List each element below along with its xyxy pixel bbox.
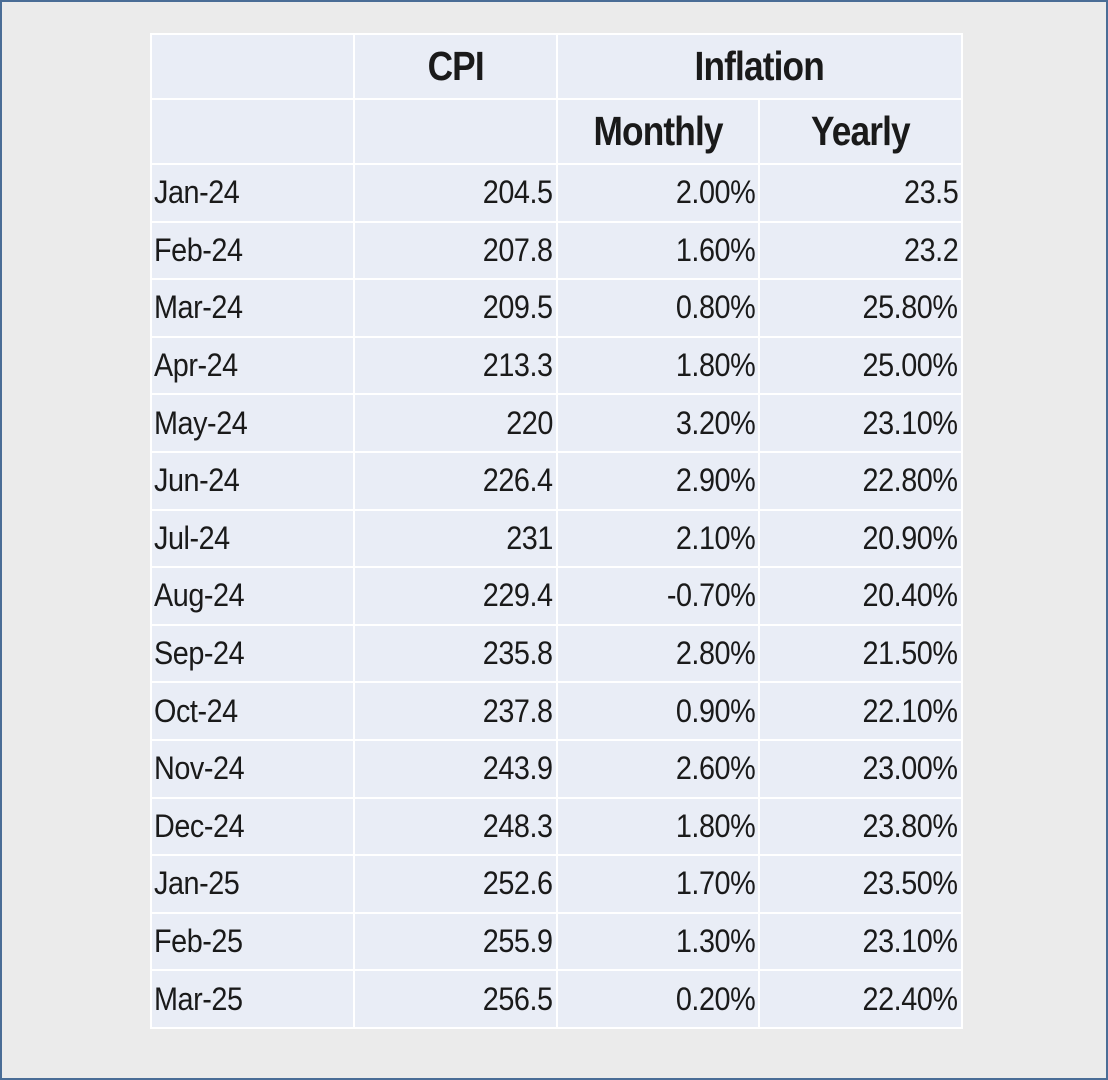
table-row: Nov-24 243.9 2.60% 23.00% [150, 738, 964, 799]
cpi-cell: 243.9 [353, 738, 558, 799]
table-row: Jan-25 252.6 1.70% 23.50% [150, 854, 964, 914]
header-inflation: Inflation [555, 33, 964, 100]
month-cell: Jul-24 [150, 508, 355, 569]
month-cell: May-24 [150, 393, 355, 453]
monthly-inflation-cell: 0.20% [556, 969, 760, 1029]
month-cell: Feb-24 [150, 220, 355, 281]
cpi-cell: 255.9 [353, 911, 558, 972]
table-row: Sep-24 235.8 2.80% 21.50% [150, 623, 964, 684]
month-cell: Feb-25 [150, 911, 355, 972]
table-row: Apr-24 213.3 1.80% 25.00% [150, 335, 964, 396]
table-row: Dec-24 248.3 1.80% 23.80% [150, 796, 964, 857]
cpi-cell: 229.4 [353, 566, 558, 626]
month-cell: Dec-24 [150, 796, 355, 857]
monthly-inflation-cell: 3.20% [556, 393, 760, 453]
monthly-inflation-cell: 2.60% [556, 738, 760, 799]
yearly-inflation-cell: 20.90% [757, 508, 964, 569]
monthly-inflation-cell: 2.90% [556, 450, 760, 511]
yearly-inflation-cell: 25.00% [757, 335, 964, 396]
month-cell: Sep-24 [150, 623, 355, 684]
yearly-inflation-cell: 23.10% [757, 393, 964, 453]
month-cell: Jan-25 [150, 854, 355, 914]
cpi-cell: 235.8 [353, 623, 558, 684]
cpi-cell: 248.3 [353, 796, 558, 857]
table-row: Jul-24 231 2.10% 20.90% [150, 508, 964, 569]
cpi-cell: 226.4 [353, 450, 558, 511]
header-cpi: CPI [353, 33, 558, 100]
monthly-inflation-cell: 1.70% [556, 854, 760, 914]
header-yearly: Yearly [757, 98, 964, 165]
table-row: Aug-24 229.4 -0.70% 20.40% [150, 566, 964, 626]
yearly-inflation-cell: 23.2 [757, 220, 964, 281]
cpi-cell: 220 [353, 393, 558, 453]
monthly-inflation-cell: 1.80% [556, 335, 760, 396]
cpi-cell: 231 [353, 508, 558, 569]
yearly-inflation-cell: 23.50% [757, 854, 964, 914]
month-cell: Mar-25 [150, 969, 355, 1029]
yearly-inflation-cell: 23.00% [757, 738, 964, 799]
cpi-inflation-table: CPI Inflation Monthly Yearly Jan-24 204.5… [150, 33, 964, 1029]
table-row: Feb-25 255.9 1.30% 23.10% [150, 911, 964, 972]
month-cell: Apr-24 [150, 335, 355, 396]
table-row: Jun-24 226.4 2.90% 22.80% [150, 450, 964, 511]
yearly-inflation-cell: 22.10% [757, 681, 964, 741]
table-row: Oct-24 237.8 0.90% 22.10% [150, 681, 964, 741]
table-row: Mar-25 256.5 0.20% 22.40% [150, 969, 964, 1029]
month-cell: Jan-24 [150, 163, 355, 223]
monthly-inflation-cell: 1.60% [556, 220, 760, 281]
monthly-inflation-cell: 1.30% [556, 911, 760, 972]
monthly-inflation-cell: 2.10% [556, 508, 760, 569]
yearly-inflation-cell: 23.5 [757, 163, 964, 223]
monthly-inflation-cell: 0.90% [556, 681, 760, 741]
month-cell: Nov-24 [150, 738, 355, 799]
cpi-cell: 256.5 [353, 969, 558, 1029]
cpi-cell: 209.5 [353, 278, 558, 338]
cpi-cell: 204.5 [353, 163, 558, 223]
yearly-inflation-cell: 20.40% [757, 566, 964, 626]
monthly-inflation-cell: 2.00% [556, 163, 760, 223]
month-cell: Jun-24 [150, 450, 355, 511]
cpi-cell: 207.8 [353, 220, 558, 281]
subheader-cpi-blank-cell [353, 98, 558, 165]
header-blank-cell [150, 33, 355, 100]
cpi-cell: 213.3 [353, 335, 558, 396]
monthly-inflation-cell: 2.80% [556, 623, 760, 684]
cpi-cell: 237.8 [353, 681, 558, 741]
month-cell: Aug-24 [150, 566, 355, 626]
header-monthly: Monthly [556, 98, 760, 165]
subheader-blank-cell [150, 98, 355, 165]
table-row: Feb-24 207.8 1.60% 23.2 [150, 220, 964, 281]
header-row-top: CPI Inflation [150, 33, 964, 100]
table-row: Mar-24 209.5 0.80% 25.80% [150, 278, 964, 338]
yearly-inflation-cell: 25.80% [757, 278, 964, 338]
header-row-sub: Monthly Yearly [150, 98, 964, 165]
monthly-inflation-cell: -0.70% [556, 566, 760, 626]
yearly-inflation-cell: 22.40% [757, 969, 964, 1029]
table-row: Jan-24 204.5 2.00% 23.5 [150, 163, 964, 223]
table-row: May-24 220 3.20% 23.10% [150, 393, 964, 453]
yearly-inflation-cell: 22.80% [757, 450, 964, 511]
yearly-inflation-cell: 23.80% [757, 796, 964, 857]
month-cell: Oct-24 [150, 681, 355, 741]
monthly-inflation-cell: 0.80% [556, 278, 760, 338]
yearly-inflation-cell: 23.10% [757, 911, 964, 972]
monthly-inflation-cell: 1.80% [556, 796, 760, 857]
yearly-inflation-cell: 21.50% [757, 623, 964, 684]
cpi-cell: 252.6 [353, 854, 558, 914]
month-cell: Mar-24 [150, 278, 355, 338]
